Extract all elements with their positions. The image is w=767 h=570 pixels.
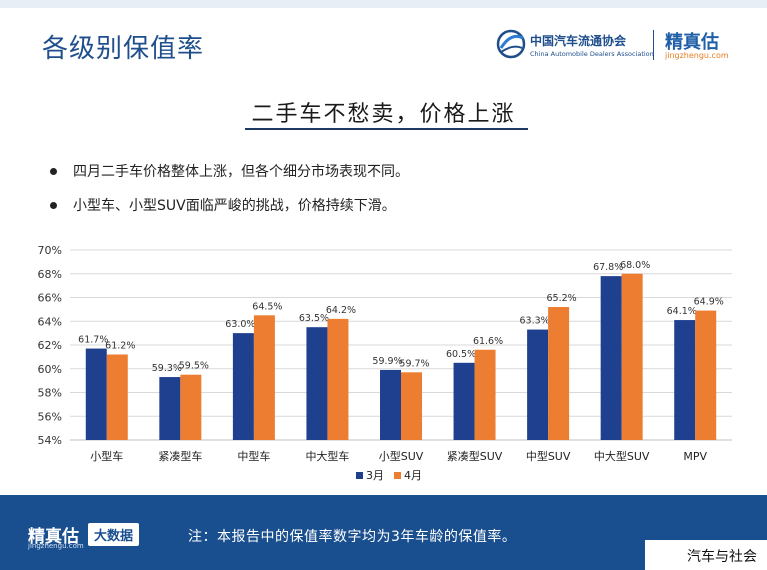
x-tick-label: 中型SUV <box>526 449 571 463</box>
data-label: 64.1% <box>667 306 697 317</box>
data-label: 63.5% <box>299 313 329 324</box>
y-tick-label: 54% <box>38 434 62 447</box>
x-tick-label: MPV <box>683 450 707 463</box>
page-title: 各级别保值率 <box>42 34 205 64</box>
data-label: 59.7% <box>399 358 429 369</box>
data-label: 64.2% <box>326 305 356 316</box>
header-logos: 中国汽车流通协会 China Automobile Dealers Associ… <box>495 26 745 66</box>
caada-name: 中国汽车流通协会 <box>530 34 627 48</box>
bar-april <box>548 307 570 440</box>
footer-tag: 大数据 <box>88 523 140 546</box>
x-tick-label: 中大型SUV <box>594 449 650 463</box>
data-label: 61.7% <box>78 335 108 346</box>
bullet-dot <box>50 167 57 175</box>
bar-march <box>600 276 622 440</box>
data-label: 61.6% <box>473 336 503 347</box>
data-label: 60.5% <box>446 349 476 360</box>
data-label: 63.3% <box>520 316 550 327</box>
bullet-text: 小型车、小型SUV面临严峻的挑战，价格持续下滑。 <box>73 198 396 214</box>
x-tick-label: 中大型车 <box>305 449 349 463</box>
headline-underline <box>245 128 528 130</box>
bar-march <box>527 329 549 440</box>
watermark-background <box>645 540 767 570</box>
data-label: 63.0% <box>225 319 255 330</box>
bullet-text: 四月二手车价格整体上涨，但各个细分市场表现不同。 <box>73 164 409 180</box>
legend-label: 4月 <box>404 469 422 482</box>
bar-march <box>674 320 696 440</box>
bar-april <box>180 374 202 440</box>
bar-march <box>159 377 181 440</box>
data-label: 64.5% <box>252 301 282 312</box>
bar-april <box>106 354 128 440</box>
x-tick-label: 小型SUV <box>379 449 424 463</box>
watermark: 汽车与社会 <box>687 549 757 565</box>
caada-english-name: China Automobile Dealers Association <box>530 50 654 58</box>
top-bar <box>0 0 767 8</box>
bar-chart: 54% 56% 58% 60% 62% 64% 66% 68% 70% 61.7%61.2% 小型车… <box>38 244 732 482</box>
legend-label: 3月 <box>366 469 384 482</box>
y-tick-label: 70% <box>38 244 62 257</box>
footer-note: 注：本报告中的保值率数字均为3年车龄的保值率。 <box>188 529 517 545</box>
bar-march <box>232 333 254 440</box>
y-tick-label: 62% <box>38 339 62 352</box>
bar-march <box>306 327 328 440</box>
data-label: 59.3% <box>152 363 182 374</box>
y-tick-label: 64% <box>38 315 62 328</box>
data-label: 59.9% <box>372 356 402 367</box>
bullet-item: 小型车、小型SUV面临严峻的挑战，价格持续下滑。 <box>50 194 409 216</box>
data-label: 61.2% <box>105 341 135 352</box>
bullet-list: 四月二手车价格整体上涨，但各个细分市场表现不同。 小型车、小型SUV面临严峻的挑… <box>50 160 409 228</box>
footer: 精真估 jingzhengu.com 大数据 注：本报告中的保值率数字均为3年车… <box>0 495 767 570</box>
bar-april <box>474 349 496 440</box>
y-tick-label: 56% <box>38 410 62 423</box>
y-tick-label: 60% <box>38 363 62 376</box>
legend-swatch <box>356 472 363 479</box>
legend-swatch <box>394 472 401 479</box>
bar-april <box>621 273 643 440</box>
bar-march <box>85 348 107 440</box>
data-label: 68.0% <box>620 260 650 271</box>
x-tick-label: 中型车 <box>237 449 270 463</box>
bar-march <box>453 362 475 440</box>
bullet-dot <box>50 201 57 209</box>
bar-march <box>380 369 401 440</box>
bar-april <box>253 315 275 440</box>
footer-brand: 精真估 <box>28 527 79 547</box>
jzg-logo: 精真估 <box>665 32 719 53</box>
bar-april <box>695 310 717 440</box>
bullet-item: 四月二手车价格整体上涨，但各个细分市场表现不同。 <box>50 160 409 182</box>
data-label: 64.9% <box>694 297 724 308</box>
y-tick-label: 66% <box>38 292 62 305</box>
headline: 二手车不愁卖，价格上涨 <box>251 102 516 127</box>
x-tick-label: 紧凑型车 <box>158 449 202 463</box>
caada-emblem-icon <box>496 29 526 59</box>
x-tick-label: 紧凑型SUV <box>447 449 503 463</box>
jzg-domain: jingzhengu.com <box>665 51 729 60</box>
y-tick-label: 68% <box>38 268 62 281</box>
footer-domain: jingzhengu.com <box>28 542 84 550</box>
y-tick-label: 58% <box>38 387 62 400</box>
data-label: 59.5% <box>179 361 209 372</box>
bar-april <box>327 318 349 440</box>
logo-divider <box>653 30 654 60</box>
data-label: 65.2% <box>547 293 577 304</box>
data-label: 67.8% <box>593 262 623 273</box>
bar-april <box>401 372 422 440</box>
x-tick-label: 小型车 <box>90 449 123 463</box>
